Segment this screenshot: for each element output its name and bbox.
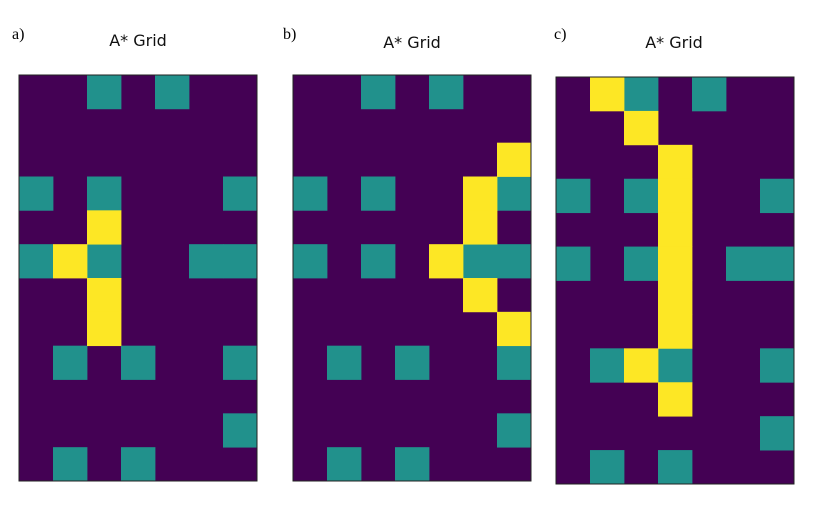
obstacle-cell — [624, 246, 659, 281]
path-cell — [53, 244, 88, 279]
path-cell — [658, 144, 693, 180]
obstacle-cell — [726, 246, 761, 281]
path-cell — [590, 77, 625, 112]
obstacle-cell — [658, 450, 693, 485]
obstacle-cell — [624, 178, 659, 214]
path-cell — [463, 210, 498, 245]
path-cell — [87, 311, 122, 347]
path-cell — [463, 278, 498, 313]
grid-border — [292, 74, 532, 482]
obstacle-cell — [497, 176, 532, 211]
obstacle-cell — [497, 244, 532, 279]
obstacle-cell — [395, 447, 430, 482]
obstacle-cell — [497, 413, 532, 448]
path-cell — [497, 142, 532, 177]
obstacle-cell — [624, 77, 659, 112]
grid-c — [555, 76, 795, 485]
grid-a — [18, 74, 258, 482]
obstacle-cell — [327, 345, 362, 380]
obstacle-cell — [293, 244, 328, 279]
path-cell — [658, 382, 693, 417]
obstacle-cell — [327, 447, 362, 482]
obstacle-cell — [760, 416, 795, 451]
obstacle-cell — [19, 244, 54, 279]
obstacle-cell — [361, 244, 396, 279]
obstacle-cell — [692, 77, 727, 112]
obstacle-cell — [223, 244, 258, 279]
path-cell — [624, 348, 659, 383]
obstacle-cell — [395, 345, 430, 380]
obstacle-cell — [556, 246, 591, 281]
panel-c-label: c) — [554, 26, 567, 43]
obstacle-cell — [53, 345, 88, 380]
obstacle-cell — [121, 447, 156, 482]
panel-a-title: A* Grid — [109, 31, 167, 50]
obstacle-cell — [87, 75, 122, 110]
panel-a-label: a) — [12, 26, 25, 43]
obstacle-cell — [223, 176, 258, 211]
obstacle-cell — [463, 244, 498, 279]
obstacle-cell — [556, 178, 591, 214]
panel-b-label: b) — [283, 26, 297, 43]
panel-b-title: A* Grid — [383, 33, 441, 52]
obstacle-cell — [223, 413, 258, 448]
obstacle-cell — [497, 345, 532, 380]
path-cell — [658, 178, 693, 214]
obstacle-cell — [293, 176, 328, 211]
obstacle-cell — [19, 176, 54, 211]
grid-border — [18, 74, 258, 482]
path-cell — [497, 311, 532, 347]
obstacle-cell — [658, 348, 693, 383]
panel-c-title: A* Grid — [645, 33, 703, 52]
grid-border — [555, 76, 795, 485]
obstacle-cell — [155, 75, 190, 110]
grid-b — [292, 74, 532, 482]
path-cell — [87, 278, 122, 313]
obstacle-cell — [53, 447, 88, 482]
path-cell — [658, 314, 693, 349]
obstacle-cell — [121, 345, 156, 380]
path-cell — [658, 212, 693, 247]
obstacle-cell — [361, 75, 396, 110]
obstacle-cell — [361, 176, 396, 211]
path-cell — [658, 246, 693, 281]
path-cell — [429, 244, 464, 279]
obstacle-cell — [429, 75, 464, 110]
obstacle-cell — [590, 348, 625, 383]
obstacle-cell — [760, 178, 795, 214]
obstacle-cell — [87, 176, 122, 211]
obstacle-cell — [189, 244, 224, 279]
obstacle-cell — [590, 450, 625, 485]
path-cell — [463, 176, 498, 211]
path-cell — [87, 210, 122, 245]
obstacle-cell — [87, 244, 122, 279]
obstacle-cell — [223, 345, 258, 380]
path-cell — [624, 110, 659, 146]
path-cell — [658, 280, 693, 315]
obstacle-cell — [760, 246, 795, 281]
obstacle-cell — [760, 348, 795, 383]
